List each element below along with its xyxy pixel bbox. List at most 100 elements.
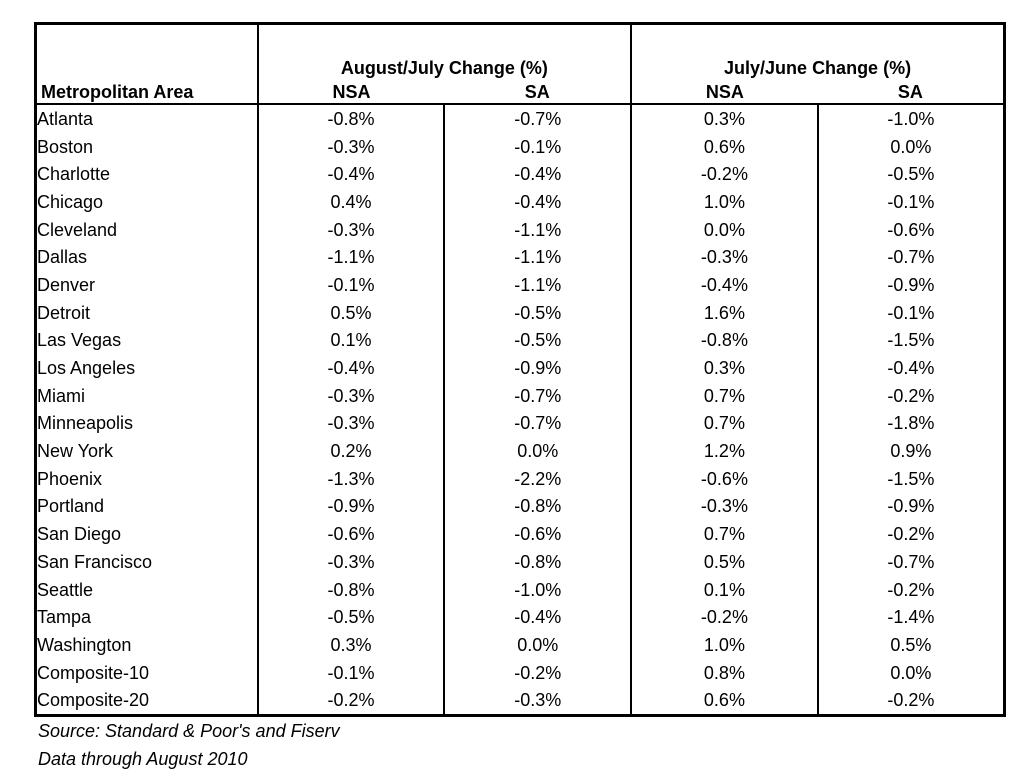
group-header-row: August/July Change (%) July/June Change …	[36, 23, 1005, 79]
g2-sa-cell: -0.9%	[816, 271, 1005, 299]
g1-nsa-cell: -0.4%	[256, 354, 445, 382]
table-row: San Diego -0.6% -0.6% 0.7% -0.2%	[36, 520, 1005, 548]
metro-cell: Detroit	[37, 302, 91, 323]
g1-sa-cell: -1.1%	[443, 271, 632, 299]
metro-header: Metropolitan Area	[35, 79, 258, 105]
table-row: Denver -0.1% -1.1% -0.4% -0.9%	[36, 271, 1005, 299]
table-row: Dallas -1.1% -1.1% -0.3% -0.7%	[36, 243, 1005, 272]
g2-nsa-cell: -0.2%	[630, 160, 818, 189]
metro-cell: Dallas	[37, 247, 88, 268]
g2-sa-cell: -0.1%	[816, 188, 1005, 216]
g1-sa-cell: -0.5%	[443, 298, 632, 327]
g1-nsa-cell: -1.3%	[256, 464, 445, 493]
g1-nsa-cell: -0.3%	[256, 381, 445, 410]
metro-cell: Minneapolis	[37, 413, 134, 434]
g2-sa-header: SA	[817, 79, 1005, 105]
metro-cell: Cleveland	[37, 219, 118, 240]
table-row: Chicago 0.4% -0.4% 1.0% -0.1%	[36, 188, 1005, 216]
metro-cell: Washington	[37, 634, 132, 655]
g2-nsa-cell: 0.3%	[630, 354, 818, 382]
g1-sa-cell: -0.9%	[443, 354, 632, 382]
metro-cell: Miami	[37, 385, 85, 406]
g1-sa-cell: -1.1%	[443, 243, 632, 272]
g2-sa-cell: 0.5%	[816, 631, 1005, 659]
g2-sa-cell: -1.4%	[816, 603, 1005, 632]
table-row: Las Vegas 0.1% -0.5% -0.8% -1.5%	[36, 326, 1005, 355]
table-row: San Francisco -0.3% -0.8% 0.5% -0.7%	[36, 548, 1005, 576]
metro-cell: Composite-20	[37, 690, 150, 711]
g1-nsa-cell: -0.6%	[256, 520, 445, 548]
g1-nsa-cell: 0.3%	[256, 631, 445, 659]
g2-sa-cell: -0.2%	[816, 381, 1005, 410]
g2-nsa-cell: -0.3%	[630, 492, 818, 521]
g1-sa-cell: -0.4%	[443, 160, 632, 189]
g2-sa-cell: -0.7%	[816, 243, 1005, 272]
g2-nsa-cell: 1.6%	[630, 298, 818, 327]
g2-nsa-cell: 1.0%	[630, 188, 818, 216]
g1-sa-cell: 0.0%	[443, 437, 632, 465]
g1-nsa-cell: -0.4%	[256, 160, 445, 189]
metro-cell: Atlanta	[37, 108, 94, 129]
group1-header: August/July Change (%)	[256, 23, 632, 79]
table-row: Washington 0.3% 0.0% 1.0% 0.5%	[36, 631, 1005, 659]
g1-nsa-cell: -0.1%	[256, 271, 445, 299]
g2-nsa-cell: -0.8%	[630, 326, 818, 355]
g1-nsa-cell: 0.2%	[256, 437, 445, 465]
g2-nsa-cell: 0.6%	[630, 686, 818, 716]
g2-nsa-cell: 1.0%	[630, 631, 818, 659]
table-row: Composite-20 -0.2% -0.3% 0.6% -0.2%	[36, 686, 1005, 716]
g1-nsa-cell: -1.1%	[256, 243, 445, 272]
metro-cell: Los Angeles	[37, 358, 136, 379]
g1-nsa-header: NSA	[256, 79, 445, 105]
g1-sa-cell: 0.0%	[443, 631, 632, 659]
metro-cell: Composite-10	[37, 662, 150, 683]
metro-cell: Portland	[37, 496, 105, 517]
g1-nsa-cell: 0.1%	[256, 326, 445, 355]
g2-nsa-cell: -0.3%	[630, 243, 818, 272]
table-row: Minneapolis -0.3% -0.7% 0.7% -1.8%	[36, 409, 1005, 438]
g1-sa-cell: -0.4%	[443, 603, 632, 632]
table-row: New York 0.2% 0.0% 1.2% 0.9%	[36, 437, 1005, 465]
g2-sa-cell: -0.9%	[816, 492, 1005, 521]
g2-sa-cell: -0.5%	[816, 160, 1005, 189]
metro-cell: New York	[37, 441, 114, 462]
g2-sa-cell: -1.5%	[816, 326, 1005, 355]
g1-sa-cell: -0.8%	[443, 492, 632, 521]
table-row: Detroit 0.5% -0.5% 1.6% -0.1%	[36, 298, 1005, 327]
g2-sa-cell: -1.5%	[816, 464, 1005, 493]
metro-cell: Seattle	[37, 579, 94, 600]
g1-sa-cell: -0.6%	[443, 520, 632, 548]
g1-sa-cell: -0.7%	[443, 104, 632, 133]
metro-cell: Tampa	[37, 607, 92, 628]
table-row: Boston -0.3% -0.1% 0.6% 0.0%	[36, 132, 1005, 161]
g1-sa-header: SA	[444, 79, 632, 105]
g2-sa-cell: -1.0%	[816, 104, 1005, 133]
group2-header: July/June Change (%)	[630, 23, 1005, 79]
g1-nsa-cell: -0.9%	[256, 492, 445, 521]
metro-cell: Chicago	[37, 191, 104, 212]
metro-cell: Denver	[37, 274, 96, 295]
g1-sa-cell: -1.1%	[443, 215, 632, 244]
g1-nsa-cell: -0.1%	[256, 658, 445, 687]
source-note: Source: Standard & Poor's and Fiserv	[38, 721, 340, 741]
g1-nsa-cell: -0.3%	[256, 132, 445, 161]
g1-sa-cell: -0.7%	[443, 409, 632, 438]
metro-cell: San Diego	[37, 524, 122, 545]
g1-sa-cell: -0.8%	[443, 548, 632, 576]
table-row: Los Angeles -0.4% -0.9% 0.3% -0.4%	[36, 354, 1005, 382]
table-row: Atlanta -0.8% -0.7% 0.3% -1.0%	[36, 104, 1005, 133]
g1-nsa-cell: -0.3%	[256, 548, 445, 576]
data-table: August/July Change (%) July/June Change …	[34, 22, 1006, 718]
table-row: Charlotte -0.4% -0.4% -0.2% -0.5%	[36, 160, 1005, 189]
g2-sa-cell: -0.4%	[816, 354, 1005, 382]
g2-sa-cell: -0.7%	[816, 548, 1005, 576]
g2-sa-cell: -0.2%	[816, 686, 1005, 716]
g1-sa-cell: -0.4%	[443, 188, 632, 216]
g2-nsa-cell: 0.7%	[630, 409, 818, 438]
data-through-note: Data through August 2010	[38, 749, 248, 769]
g2-nsa-cell: -0.2%	[630, 603, 818, 632]
table-row: Tampa -0.5% -0.4% -0.2% -1.4%	[36, 603, 1005, 632]
g1-nsa-cell: 0.4%	[256, 188, 445, 216]
g1-nsa-cell: -0.3%	[256, 215, 445, 244]
g1-nsa-cell: -0.3%	[256, 409, 445, 438]
